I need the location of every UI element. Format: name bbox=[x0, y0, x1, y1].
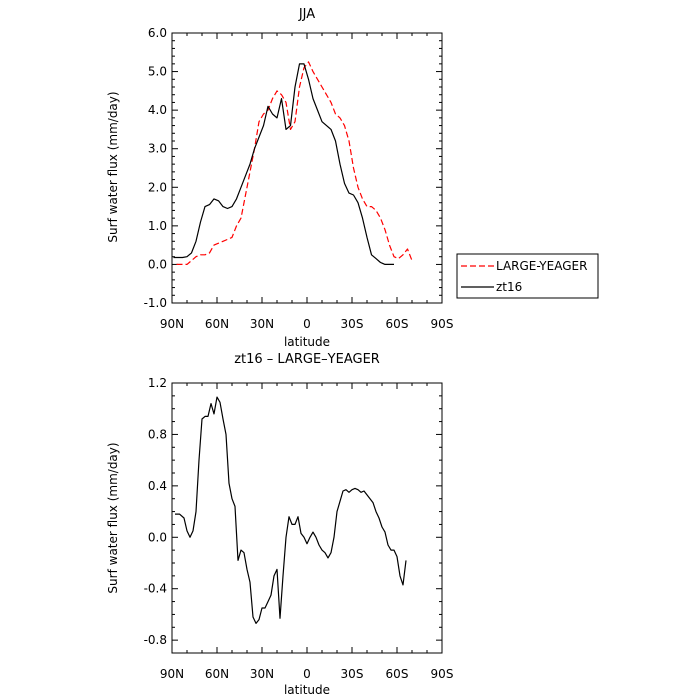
top-x-tick-label: 60S bbox=[386, 317, 409, 331]
top-x-tick-label: 90S bbox=[431, 317, 454, 331]
bottom-x-tick-label: 30S bbox=[341, 667, 364, 681]
bottom-x-tick-label: 30N bbox=[250, 667, 274, 681]
top-y-tick-label: 0.0 bbox=[148, 257, 167, 271]
bottom-y-axis-label: Surf water flux (mm/day) bbox=[106, 442, 120, 593]
bottom-x-tick-label: 90S bbox=[431, 667, 454, 681]
bottom-series-line-difference bbox=[175, 396, 407, 625]
top-chart-title: JJA bbox=[298, 7, 315, 22]
top-x-axis-label: latitude bbox=[284, 335, 330, 349]
top-y-tick-label: 3.0 bbox=[148, 142, 167, 156]
bottom-y-tick-label: -0.8 bbox=[144, 633, 167, 647]
bottom-y-tick-label: 0.0 bbox=[148, 530, 167, 544]
bottom-x-tick-label: 0 bbox=[303, 667, 311, 681]
top-y-tick-label: 1.0 bbox=[148, 219, 167, 233]
top-y-tick-label: 6.0 bbox=[148, 26, 167, 40]
top-y-tick-label: 2.0 bbox=[148, 180, 167, 194]
top-plot-frame bbox=[171, 32, 443, 304]
bottom-x-axis-label: latitude bbox=[284, 683, 330, 697]
bottom-y-tick-label: -0.4 bbox=[144, 582, 167, 596]
top-x-tick-label: 30S bbox=[341, 317, 364, 331]
legend: LARGE-YEAGER zt16 bbox=[456, 253, 599, 299]
top-x-tick-label: 90N bbox=[160, 317, 184, 331]
legend-label-large-yeager: LARGE-YEAGER bbox=[496, 259, 587, 273]
bottom-x-tick-label: 60S bbox=[386, 667, 409, 681]
bottom-y-tick-label: 0.4 bbox=[148, 479, 167, 493]
top-y-tick-label: -1.0 bbox=[144, 296, 167, 310]
bottom-y-tick-label: 1.2 bbox=[148, 376, 167, 390]
top-y-axis-label: Surf water flux (mm/day) bbox=[106, 91, 120, 242]
top-x-tick-label: 60N bbox=[205, 317, 229, 331]
bottom-panel: zt16 – LARGE–YEAGER latitude Surf water … bbox=[106, 352, 453, 697]
legend-box bbox=[456, 253, 599, 299]
bottom-x-tick-label: 90N bbox=[160, 667, 184, 681]
top-series-line-large-yeager bbox=[176, 61, 413, 265]
bottom-chart-title: zt16 – LARGE–YEAGER bbox=[234, 352, 380, 367]
top-x-tick-label: 30N bbox=[250, 317, 274, 331]
top-y-tick-label: 4.0 bbox=[148, 103, 167, 117]
legend-label-zt16: zt16 bbox=[496, 280, 522, 294]
top-x-tick-label: 0 bbox=[303, 317, 311, 331]
bottom-y-tick-label: 0.8 bbox=[148, 427, 167, 441]
bottom-x-tick-label: 60N bbox=[205, 667, 229, 681]
top-y-tick-label: 5.0 bbox=[148, 65, 167, 79]
bottom-plot-frame bbox=[171, 382, 443, 654]
top-panel: JJA latitude Surf water flux (mm/day) 90… bbox=[106, 7, 453, 349]
top-series-line-zt16 bbox=[173, 63, 394, 265]
